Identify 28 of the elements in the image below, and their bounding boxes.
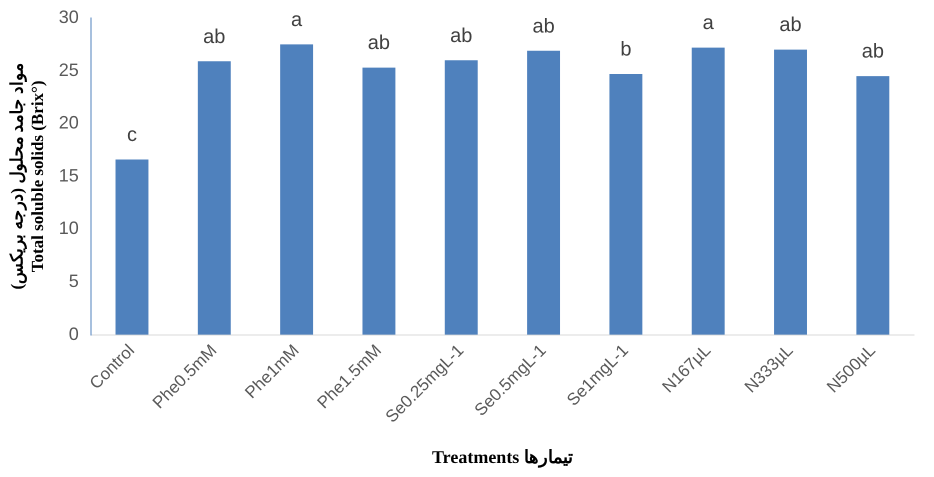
bar	[198, 61, 231, 335]
bar	[444, 60, 478, 335]
annotation: ab	[450, 24, 472, 47]
y-tick-label: 5	[68, 270, 79, 291]
y-tick-label: 15	[58, 165, 79, 186]
bar	[362, 68, 396, 335]
bar	[609, 74, 642, 335]
y-tick-label: 25	[58, 60, 79, 80]
bar	[116, 160, 148, 335]
bar	[280, 44, 314, 335]
annotation: ab	[203, 26, 226, 48]
annotation: a	[702, 12, 715, 34]
annotation: ab	[779, 14, 802, 36]
bar	[527, 50, 560, 335]
y-tick-label: 0	[68, 324, 79, 344]
annotation: a	[291, 8, 304, 31]
annotation: b	[620, 38, 632, 60]
x-axis-title: Treatments تیمارها	[432, 446, 573, 468]
bar	[856, 76, 890, 335]
bar	[774, 50, 807, 335]
bar	[692, 48, 725, 335]
annotation: c	[126, 124, 137, 146]
y-tick-label: 20	[58, 112, 79, 133]
annotation: ab	[368, 32, 390, 54]
annotation: ab	[532, 15, 555, 38]
y-tick-label: 30	[58, 6, 79, 27]
annotation: ab	[862, 40, 884, 63]
y-tick-label: 10	[58, 218, 79, 238]
